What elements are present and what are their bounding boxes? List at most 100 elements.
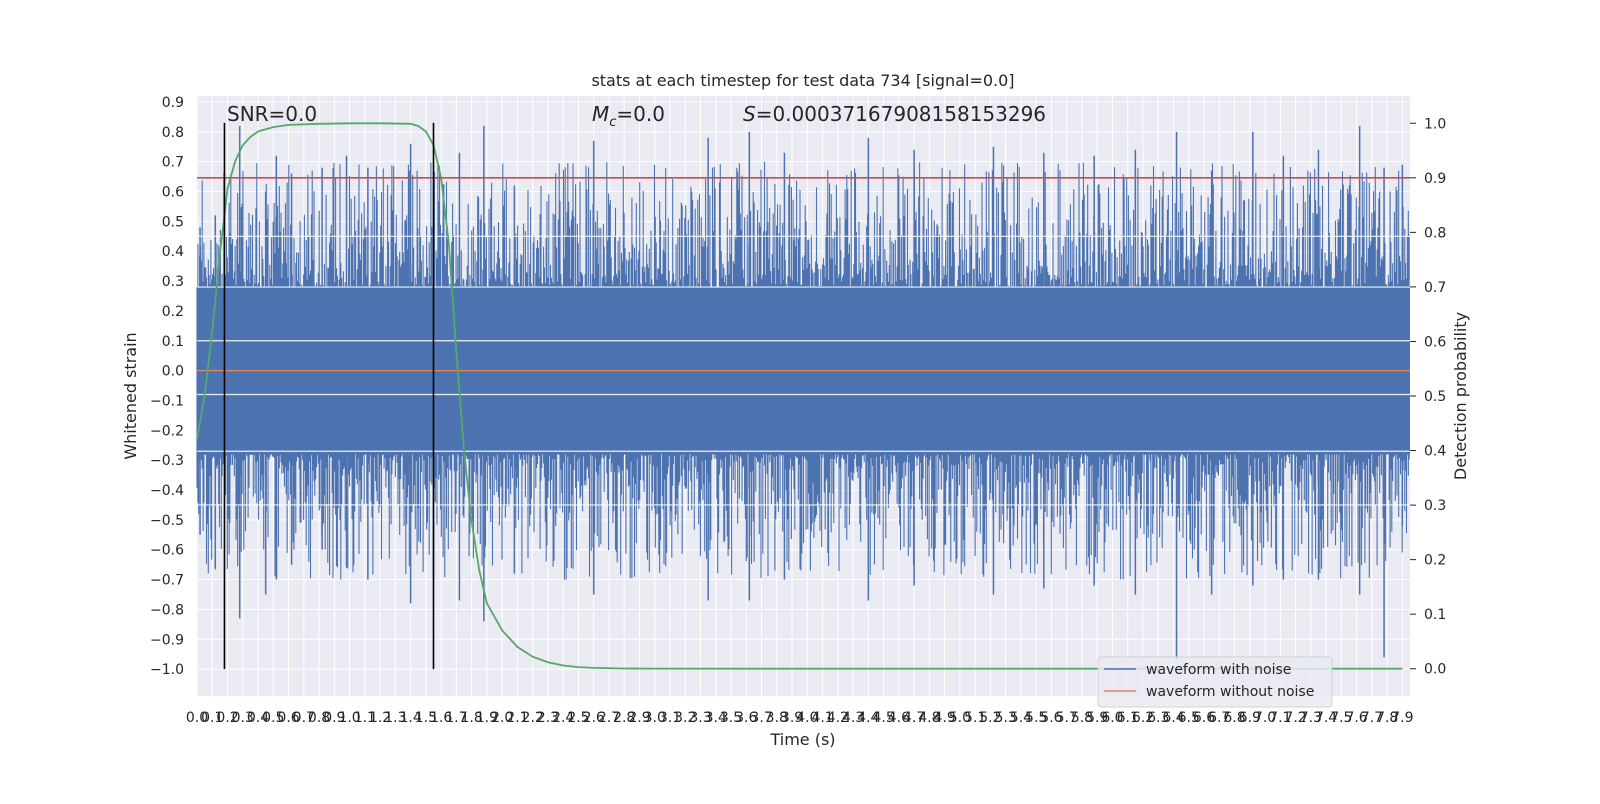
x-tick-label: 6.6 — [1193, 710, 1215, 726]
detection-probability-line — [196, 122, 1403, 670]
x-tick-label: 1.4 — [399, 710, 421, 726]
x-tick-label: 4.3 — [842, 710, 864, 726]
x-tick-label: 4.8 — [918, 710, 940, 726]
y2-tick-label: 0.6 — [1424, 334, 1446, 350]
x-tick-labels: 0.00.10.20.30.40.50.60.70.80.91.01.11.21… — [186, 710, 1414, 726]
x-tick-label: 7.0 — [1254, 710, 1276, 726]
x-tick-label: 7.8 — [1376, 710, 1398, 726]
y2-tick-label: 0.2 — [1424, 553, 1446, 569]
y-tick-label: 0.1 — [162, 334, 184, 350]
x-tick-label: 4.2 — [827, 710, 849, 726]
x-tick-label: 3.2 — [674, 710, 696, 726]
x-tick-label: 4.5 — [872, 710, 894, 726]
x-tick-label: 2.5 — [567, 710, 589, 726]
x-tick-label: 3.9 — [781, 710, 803, 726]
y2-tick-label: 0.8 — [1424, 225, 1446, 241]
x-tick-label: 7.5 — [1330, 710, 1352, 726]
x-tick-label: 4.0 — [796, 710, 818, 726]
x-tick-label: 6.3 — [1147, 710, 1169, 726]
legend-box — [1097, 656, 1333, 708]
x-tick-label: 0.4 — [247, 710, 269, 726]
x-tick-label: 5.6 — [1040, 710, 1062, 726]
x-tick-label: 0.7 — [293, 710, 315, 726]
x-tick-label: 1.8 — [461, 710, 483, 726]
x-tick-label: 7.1 — [1269, 710, 1291, 726]
snr-annotation: SNR=0.0 — [227, 102, 317, 126]
y2-tick-labels: 1.0 0.9 0.8 0.7 0.6 0.5 0.4 0.3 0.2 0.1 0.0 — [1410, 116, 1446, 678]
x-tick-label: 6.8 — [1223, 710, 1245, 726]
mc-annotation: Mc=0.0 — [592, 102, 665, 130]
x-tick-label: 7.2 — [1284, 710, 1306, 726]
x-tick-label: 1.1 — [354, 710, 376, 726]
y2-tick-label: 0.9 — [1424, 171, 1446, 187]
x-tick-label: 3.1 — [659, 710, 681, 726]
reference-lines — [197, 122, 1410, 670]
y-tick-label: −0.3 — [150, 453, 184, 469]
x-tick-label: 3.5 — [720, 710, 742, 726]
x-tick-label: 4.9 — [934, 710, 956, 726]
x-tick-label: 1.3 — [384, 710, 406, 726]
y-tick-label: −0.1 — [150, 393, 184, 409]
y2-tick-label: 0.7 — [1424, 280, 1446, 296]
y-tick-label: 0.7 — [162, 155, 184, 171]
x-tick-label: 4.6 — [888, 710, 910, 726]
x-tick-label: 6.2 — [1132, 710, 1154, 726]
y-tick-labels: 0.9 0.8 0.7 0.6 0.5 0.4 0.3 0.2 0.1 0.0 −0.1 −0.2 −0… — [150, 95, 184, 678]
y2-axis-label: Detection probability — [1451, 312, 1470, 480]
x-tick-label: 7.7 — [1361, 710, 1383, 726]
x-tick-label: 5.3 — [995, 710, 1017, 726]
y2-tick-label: 0.4 — [1424, 444, 1446, 460]
y2-tick-label: 0.3 — [1424, 498, 1446, 514]
x-tick-label: 6.0 — [1101, 710, 1123, 726]
x-tick-label: 3.7 — [750, 710, 772, 726]
y-axis-label: Whitened strain — [121, 332, 140, 459]
x-tick-label: 5.5 — [1025, 710, 1047, 726]
s-annotation: S=0.00037167908158153296 — [743, 102, 1046, 126]
y-tick-label: −0.8 — [150, 602, 184, 618]
x-tick-label: 2.7 — [598, 710, 620, 726]
x-tick-label: 5.7 — [1056, 710, 1078, 726]
y-tick-label: −0.5 — [150, 513, 184, 529]
y2-tick-label: 0.1 — [1424, 607, 1446, 623]
legend-label-clean: waveform without noise — [1146, 684, 1314, 700]
x-axis-label: Time (s) — [769, 730, 835, 749]
x-tick-label: 4.1 — [811, 710, 833, 726]
x-tick-label: 7.6 — [1345, 710, 1367, 726]
x-tick-label: 3.6 — [735, 710, 757, 726]
x-tick-label: 2.3 — [537, 710, 559, 726]
x-tick-label: 1.6 — [430, 710, 452, 726]
x-tick-label: 3.3 — [689, 710, 711, 726]
x-tick-label: 2.9 — [628, 710, 650, 726]
x-tick-label: 4.4 — [857, 710, 879, 726]
y-tick-label: 0.4 — [162, 244, 184, 260]
x-tick-label: 4.7 — [903, 710, 925, 726]
x-tick-label: 5.4 — [1010, 710, 1032, 726]
legend: waveform with noise waveform without noi… — [1097, 656, 1333, 708]
y2-tick-label: 0.0 — [1424, 662, 1446, 678]
x-tick-label: 5.8 — [1071, 710, 1093, 726]
x-tick-label: 2.4 — [552, 710, 574, 726]
x-tick-label: 0.0 — [186, 710, 208, 726]
x-tick-label: 7.4 — [1315, 710, 1337, 726]
chart-title: stats at each timestep for test data 734… — [591, 71, 1014, 90]
x-tick-label: 1.0 — [338, 710, 360, 726]
x-tick-label: 0.9 — [323, 710, 345, 726]
y-tick-label: 0.3 — [162, 274, 184, 290]
x-tick-label: 0.1 — [201, 710, 223, 726]
x-tick-label: 1.5 — [415, 710, 437, 726]
y-tick-label: −0.7 — [150, 573, 184, 589]
series-detection-probability — [196, 122, 1403, 670]
y-tick-label: 0.9 — [162, 95, 184, 111]
y-tick-label: −0.6 — [150, 543, 184, 559]
x-tick-label: 6.9 — [1239, 710, 1261, 726]
x-tick-label: 7.9 — [1391, 710, 1413, 726]
y-tick-label: −0.4 — [150, 483, 184, 499]
y-tick-label: 0.5 — [162, 214, 184, 230]
x-tick-label: 0.6 — [277, 710, 299, 726]
y-tick-label: −0.9 — [150, 632, 184, 648]
x-tick-label: 2.0 — [491, 710, 513, 726]
x-tick-label: 1.9 — [476, 710, 498, 726]
x-tick-label: 6.7 — [1208, 710, 1230, 726]
x-tick-label: 5.2 — [979, 710, 1001, 726]
